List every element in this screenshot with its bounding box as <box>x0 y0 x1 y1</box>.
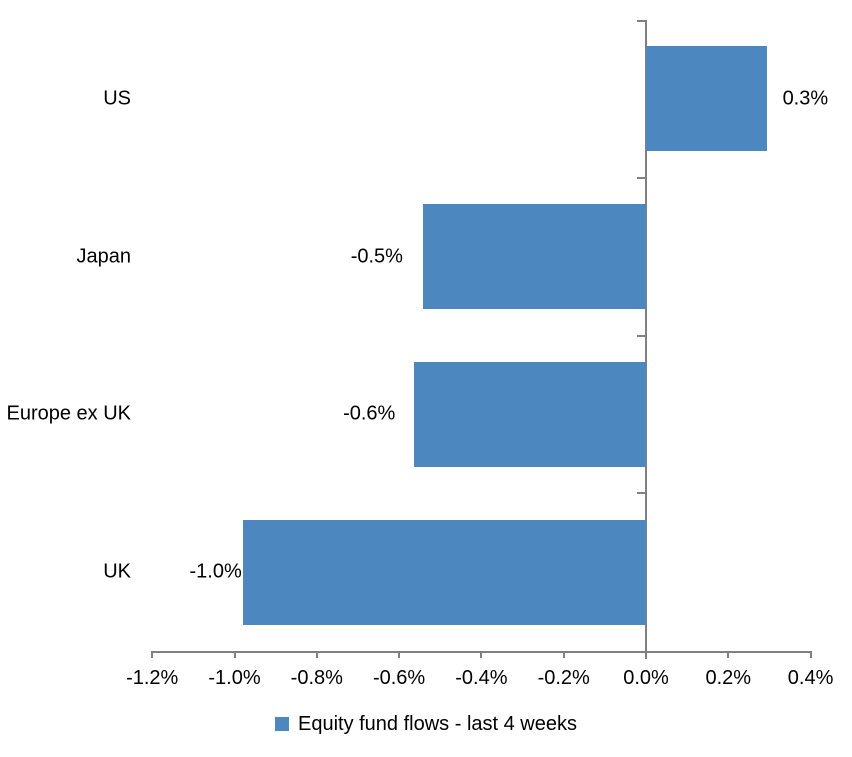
x-tick-label: 0.2% <box>705 667 752 689</box>
bar-europe-ex-uk <box>414 361 646 467</box>
bar-uk <box>242 519 646 625</box>
zero-axis-category-tick <box>637 20 645 22</box>
value-label-uk: -1.0% <box>189 560 242 583</box>
zero-axis-category-tick <box>637 176 645 179</box>
chart-legend: Equity fund flows - last 4 weeks <box>0 711 852 737</box>
value-label-japan: -0.5% <box>350 245 403 268</box>
x-axis-tick <box>727 651 730 658</box>
x-tick-label: -0.8% <box>290 667 343 689</box>
x-tick-label: -0.6% <box>372 667 426 689</box>
x-tick-label: -1.0% <box>208 667 261 689</box>
zero-axis-category-tick <box>637 334 645 337</box>
x-tick-label: 0.0% <box>623 667 669 689</box>
x-tick-label: -1.2% <box>126 667 179 689</box>
zero-axis-category-tick <box>637 492 645 495</box>
bar-us <box>646 46 767 152</box>
x-tick-label: 0.4% <box>787 667 834 689</box>
x-tick-label: -0.4% <box>455 667 508 689</box>
x-axis-tick <box>809 651 812 658</box>
x-axis-tick <box>233 651 236 658</box>
value-label-us: 0.3% <box>782 87 829 110</box>
category-label-uk: UK <box>103 560 131 583</box>
x-axis-tick <box>151 651 154 658</box>
x-tick-label: -0.2% <box>537 667 590 689</box>
legend-series-label: Equity fund flows - last 4 weeks <box>297 713 577 735</box>
x-axis-tick <box>645 651 647 658</box>
category-label-japan: Japan <box>76 245 132 268</box>
x-axis-tick <box>480 651 483 658</box>
x-axis-tick <box>398 651 401 658</box>
x-axis-tick <box>315 651 318 658</box>
category-label-europe-ex-uk: Europe ex UK <box>6 402 131 425</box>
value-label-europe-ex-uk: -0.6% <box>343 402 396 425</box>
category-label-us: US <box>103 87 131 110</box>
bar-japan <box>422 204 646 310</box>
x-axis-tick <box>562 651 565 658</box>
zero-axis-line <box>645 20 647 659</box>
legend-square-icon <box>274 717 289 731</box>
